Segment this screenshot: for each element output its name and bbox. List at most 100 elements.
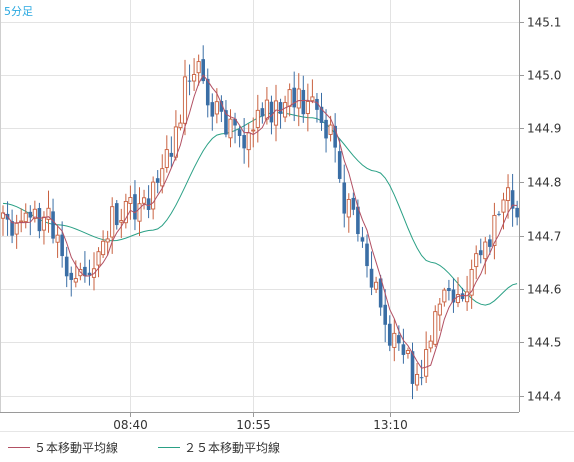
candle (60, 221, 64, 268)
candle-body (515, 207, 519, 218)
candle (119, 208, 124, 239)
candle-body (23, 212, 28, 223)
candle-body (119, 220, 124, 223)
candle-body (46, 207, 51, 220)
candle (114, 200, 119, 230)
candle-body (324, 119, 328, 139)
candle-body (141, 197, 147, 204)
candle (315, 92, 319, 123)
candle (32, 200, 37, 223)
candle (333, 113, 337, 163)
candle-body (497, 213, 501, 215)
candle-body (73, 278, 78, 283)
candle (123, 193, 128, 229)
candle (492, 202, 497, 260)
candle-body (356, 206, 360, 235)
candle-body (488, 239, 492, 247)
candle (474, 245, 479, 280)
legend: ５本移動平均線 ２５本移動平均線 (8, 440, 280, 455)
candle-body (465, 291, 470, 303)
candle (296, 73, 301, 127)
candle (451, 278, 456, 313)
candle-body (187, 80, 192, 82)
candle-body (264, 99, 269, 120)
candle (201, 45, 205, 84)
candle-body (233, 118, 237, 126)
candle-body (360, 237, 365, 242)
candle-body (137, 203, 142, 222)
candle (305, 83, 310, 132)
legend-item: ２５本移動平均線 (158, 440, 280, 455)
candle (328, 115, 333, 142)
candle-body (337, 151, 342, 179)
candle (506, 174, 511, 219)
x-tick-label: 13:10 (373, 418, 408, 432)
y-tick-label: 144.4 (527, 390, 561, 404)
candle (405, 347, 411, 359)
candle-body (392, 332, 397, 348)
candle-body (501, 199, 506, 213)
candle-body (333, 125, 337, 148)
candle-body (114, 203, 119, 226)
candle-body (419, 377, 424, 379)
candle (0, 205, 6, 236)
candle-body (214, 101, 219, 115)
candle (192, 58, 197, 91)
candle (497, 211, 501, 217)
candle (96, 247, 101, 278)
candle (460, 287, 465, 302)
candle-body (96, 251, 101, 266)
candle (169, 136, 174, 168)
candle-body (133, 194, 137, 220)
candle-body (510, 190, 515, 209)
candle (515, 200, 519, 226)
candle (433, 305, 438, 347)
candle (196, 54, 201, 86)
candle (360, 226, 365, 248)
candle-body (160, 168, 165, 187)
candle-body (328, 124, 333, 135)
ma5-line (2, 74, 518, 369)
candle-body (228, 118, 233, 139)
y-tick-label: 144.7 (527, 230, 561, 244)
candle (255, 94, 260, 143)
candle-body (10, 221, 14, 236)
candle-body (292, 87, 296, 108)
candle (219, 95, 224, 123)
timeframe-label: 5分足 (4, 5, 33, 18)
candle-body (447, 287, 451, 292)
candle-body (442, 289, 447, 303)
candle-body (387, 323, 392, 346)
candle (210, 93, 215, 131)
candle-body (37, 208, 42, 232)
candle-body (378, 278, 383, 308)
candle (146, 185, 151, 219)
candle-body (342, 182, 347, 214)
candle-body (415, 373, 420, 386)
candle (233, 112, 237, 144)
ma25-line (2, 111, 518, 306)
candle (160, 154, 165, 194)
candle-body (105, 238, 110, 243)
y-tick-label: 144.9 (527, 122, 561, 136)
candle-body (178, 122, 183, 129)
candle-body (315, 98, 319, 110)
candle-body (451, 289, 456, 303)
candle-body (287, 89, 292, 107)
candle-body (455, 294, 461, 304)
candle-body (19, 220, 24, 223)
candle-body (310, 96, 315, 102)
x-tick-label: 08:40 (113, 418, 148, 432)
candle-body (51, 211, 55, 239)
candle (465, 275, 470, 311)
y-tick-label: 145.1 (527, 16, 561, 30)
candle-body (469, 269, 474, 296)
candle (447, 279, 451, 301)
candle (483, 236, 488, 275)
candle (424, 331, 429, 384)
candle (428, 335, 433, 353)
legend-label: ５本移動平均線 (34, 440, 118, 455)
candle-body (251, 129, 256, 132)
candle (351, 192, 356, 216)
candle-body (428, 340, 433, 349)
